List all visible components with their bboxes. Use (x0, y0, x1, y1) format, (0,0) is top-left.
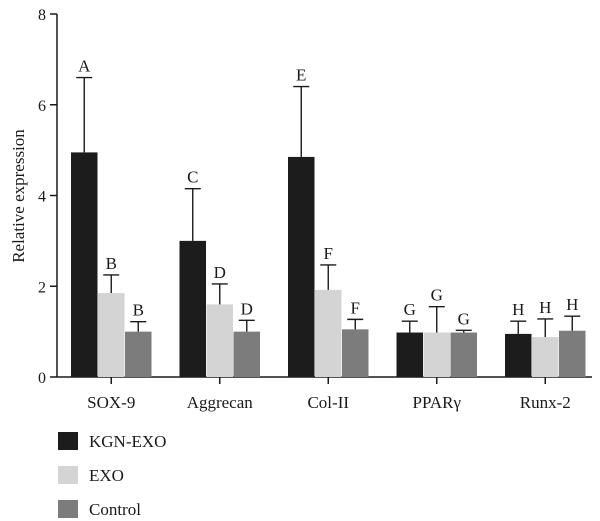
bar (342, 329, 369, 377)
significance-label: D (214, 263, 226, 282)
x-tick-label: PPARγ (413, 393, 462, 412)
significance-label: H (566, 295, 578, 314)
y-tick-label: 6 (38, 98, 46, 115)
error-bars (76, 76, 581, 338)
bar (125, 331, 152, 377)
bar (71, 152, 98, 377)
legend-swatch (58, 500, 78, 518)
significance-label: H (539, 298, 551, 317)
legend-label: Control (89, 500, 141, 519)
significance-label: E (296, 66, 306, 85)
bar (233, 331, 260, 377)
y-tick-label: 0 (38, 370, 46, 387)
y-axis-label: Relative expression (9, 129, 28, 263)
x-tick-label: Col-II (307, 393, 349, 412)
legend: KGN-EXO EXO Control (58, 432, 166, 519)
y-tick-label: 4 (38, 189, 46, 206)
significance-label: B (106, 254, 117, 273)
x-tick-label: Runx-2 (520, 393, 571, 412)
significance-label: G (431, 286, 443, 305)
bar (288, 156, 315, 377)
category-labels: SOX-9 Aggrecan Col-II PPARγ Runx-2 (87, 377, 571, 412)
significance-label: G (404, 300, 416, 319)
bars (71, 152, 586, 377)
y-tick-label: 2 (38, 279, 46, 296)
bar (179, 240, 206, 377)
significance-label: H (512, 300, 524, 319)
bar (423, 332, 450, 377)
bar (396, 332, 423, 377)
y-tick-label: 8 (38, 7, 46, 24)
significance-label: C (187, 168, 198, 187)
x-tick-label: SOX-9 (87, 393, 135, 412)
x-tick-label: Aggrecan (187, 393, 254, 412)
bar (559, 330, 586, 377)
legend-label: EXO (89, 466, 124, 485)
bar (315, 289, 342, 377)
legend-label: KGN-EXO (89, 432, 166, 451)
significance-label: F (324, 244, 333, 263)
significance-label: G (458, 309, 470, 328)
bar (98, 293, 125, 377)
legend-swatch (58, 432, 78, 450)
significance-label: A (78, 57, 91, 76)
legend-swatch (58, 466, 78, 484)
bar (532, 337, 559, 377)
bar (206, 304, 233, 377)
significance-label: B (133, 301, 144, 320)
bar (505, 333, 532, 377)
significance-label: D (241, 299, 253, 318)
bar (450, 332, 477, 377)
significance-label: F (351, 298, 360, 317)
